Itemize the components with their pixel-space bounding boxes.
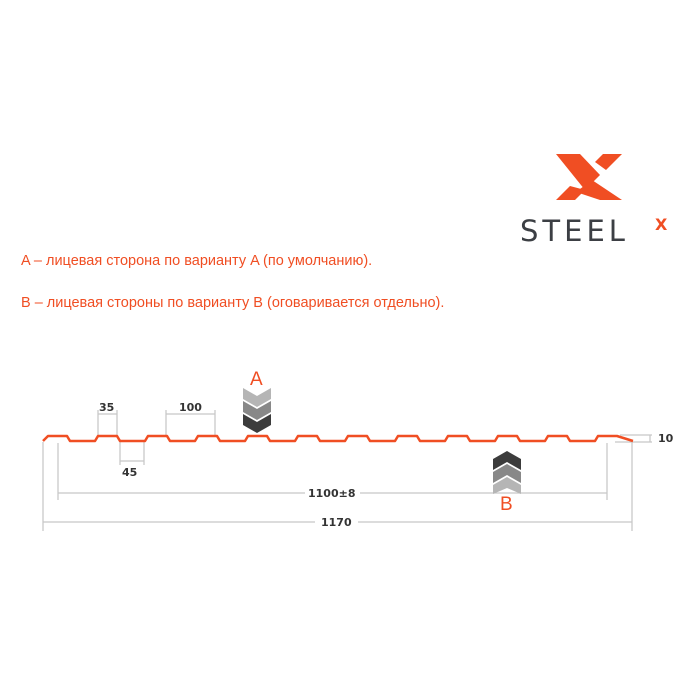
note-variant-a: A – лицевая сторона по варианту A (по ум… (21, 253, 373, 269)
side-b-label: B (500, 494, 513, 515)
logo-x-stroke (595, 154, 622, 170)
sheet-profile (42, 434, 634, 443)
dim-height: 10 (658, 432, 674, 445)
dim-bottom-width: 45 (122, 466, 137, 479)
logo-x-stroke (556, 154, 600, 190)
dim-useful-width: 1100±8 (308, 487, 356, 500)
dim-total-width: 1170 (321, 516, 352, 529)
dimension-lines (42, 410, 652, 531)
side-b-arrow-icon (493, 451, 521, 494)
side-a-arrow-icon (243, 388, 271, 433)
dim-pitch: 100 (179, 401, 202, 414)
logo-x-stroke (576, 180, 622, 200)
dim-top-width: 35 (99, 401, 114, 414)
logo-wordmark: STEEL (520, 214, 629, 248)
steelx-logo: STEEL X (520, 154, 668, 248)
logo-superscript: X (655, 215, 668, 234)
note-variant-b: B – лицевая стороны по варианту B (огова… (21, 295, 445, 311)
logo-x-stroke (556, 186, 585, 200)
side-a-label: A (250, 369, 263, 390)
